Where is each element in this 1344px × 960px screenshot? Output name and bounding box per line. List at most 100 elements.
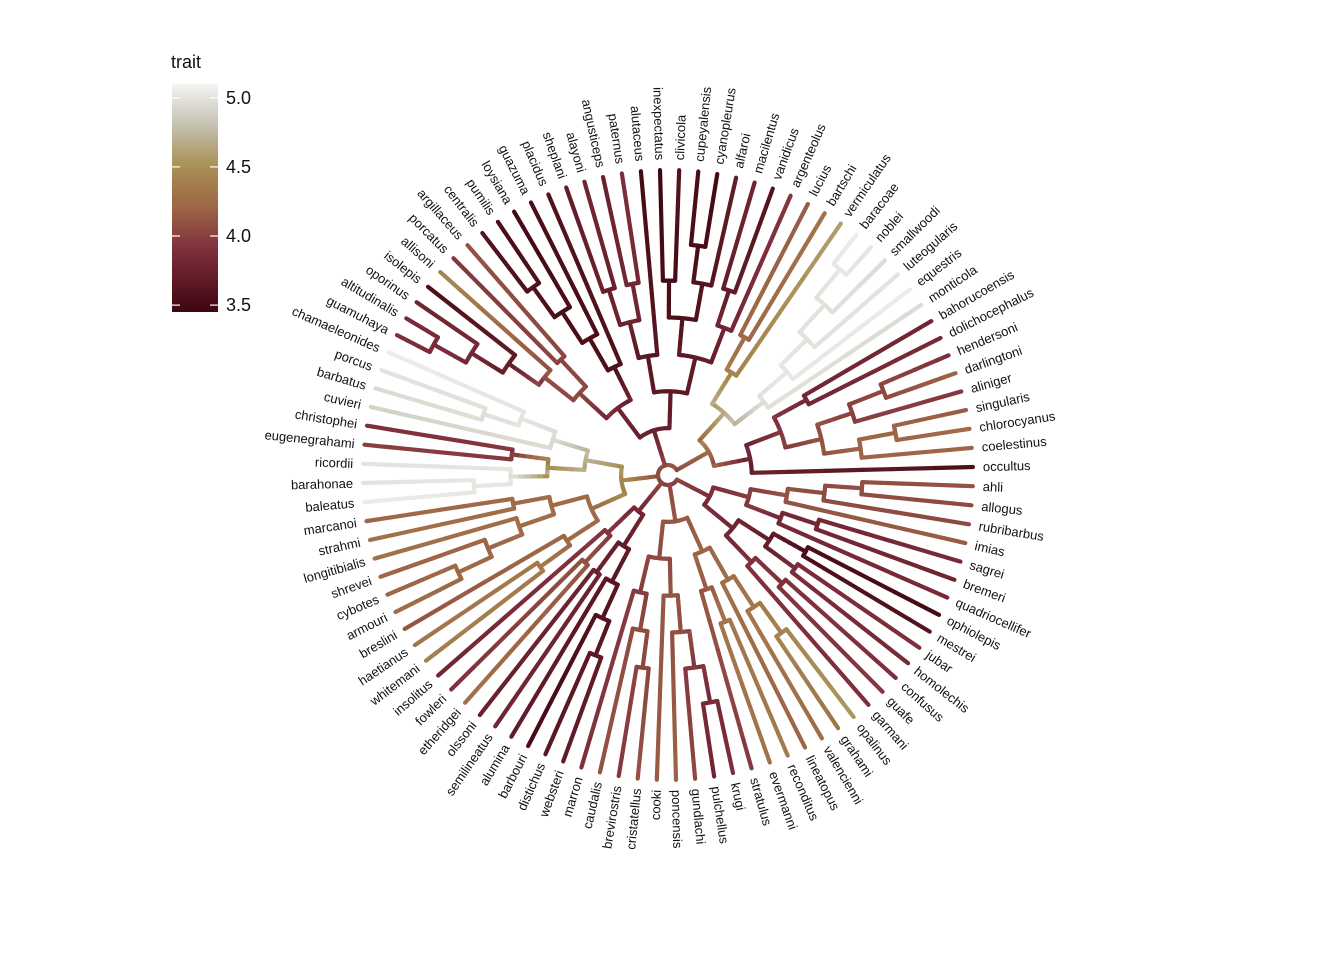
tip-branch bbox=[434, 464, 464, 470]
tip-branch bbox=[510, 673, 533, 704]
tip-branch bbox=[466, 399, 488, 411]
tip-branch bbox=[515, 640, 539, 669]
internal-branch bbox=[587, 336, 595, 346]
tip-branch bbox=[894, 346, 921, 363]
tip-branch bbox=[809, 585, 833, 605]
tip-branch bbox=[849, 317, 874, 337]
tip-branch bbox=[812, 333, 831, 350]
tip-branch bbox=[461, 500, 491, 509]
tip-branch bbox=[803, 246, 826, 277]
tip-branch bbox=[713, 247, 722, 270]
internal-branch bbox=[775, 577, 785, 586]
tip-branch bbox=[496, 664, 520, 693]
tip-branch bbox=[766, 388, 796, 410]
tip-branch bbox=[864, 591, 890, 609]
tip-branch bbox=[597, 232, 607, 255]
tip-label-allogus: allogus bbox=[981, 499, 1024, 518]
internal-branch bbox=[818, 302, 827, 312]
tip-branch bbox=[816, 517, 845, 529]
internal-branch bbox=[577, 391, 586, 400]
internal-branch bbox=[636, 504, 645, 514]
tip-branch bbox=[409, 360, 436, 375]
tip-branch bbox=[567, 724, 578, 747]
tip-branch bbox=[364, 423, 394, 432]
tip-branch bbox=[444, 407, 467, 417]
tip-branch bbox=[955, 426, 972, 433]
tip-branch bbox=[789, 570, 814, 590]
tip-branch bbox=[556, 629, 577, 660]
tip-branch bbox=[869, 506, 899, 515]
tip-branch bbox=[588, 706, 601, 741]
internal-branch bbox=[725, 522, 735, 531]
internal-branch bbox=[615, 405, 624, 416]
tip-label-gundlachi: gundlachi bbox=[689, 788, 709, 845]
tip-branch bbox=[670, 654, 676, 684]
tip-branch bbox=[726, 644, 740, 672]
tip-label-imias: imias bbox=[973, 538, 1006, 560]
internal-branch bbox=[672, 513, 678, 524]
tip-branch bbox=[480, 230, 492, 245]
tip-label-pulchellus: pulchellus bbox=[708, 785, 732, 845]
tip-branch bbox=[503, 308, 525, 331]
tip-branch bbox=[622, 189, 630, 213]
tip-branch bbox=[616, 755, 624, 779]
tip-branch bbox=[435, 449, 465, 457]
tip-branch bbox=[742, 198, 752, 221]
internal-branch bbox=[701, 449, 711, 458]
tip-branch bbox=[658, 654, 664, 690]
tip-branch bbox=[729, 175, 739, 198]
tip-branch bbox=[410, 463, 440, 469]
tip-branch bbox=[362, 442, 392, 450]
tip-branch bbox=[423, 643, 448, 663]
tip-branch bbox=[483, 654, 509, 682]
tip-branch bbox=[836, 589, 861, 609]
tip-branch bbox=[429, 595, 460, 616]
tip-branch bbox=[368, 404, 403, 416]
tip-branch bbox=[565, 684, 578, 706]
tip-branch bbox=[492, 622, 519, 649]
tip-label-alutaceus: alutaceus bbox=[628, 105, 648, 162]
tip-branch bbox=[751, 322, 774, 353]
internal-branch bbox=[787, 562, 798, 571]
tip-label-caudalis: caudalis bbox=[580, 780, 605, 830]
tip-branch bbox=[572, 667, 585, 689]
internal-branch bbox=[875, 388, 886, 396]
tip-branch bbox=[786, 272, 809, 302]
tip-branch bbox=[518, 439, 553, 451]
tip-branch bbox=[840, 308, 859, 326]
tip-label-inexpectatus: inexpectatus bbox=[650, 87, 667, 161]
tip-branch bbox=[573, 707, 585, 729]
tip-branch bbox=[828, 637, 851, 659]
tip-branch bbox=[854, 296, 873, 313]
tip-branch bbox=[856, 603, 881, 623]
tip-branch bbox=[454, 307, 474, 324]
tip-branch bbox=[811, 619, 833, 642]
internal-branch bbox=[887, 430, 898, 437]
tip-branch bbox=[508, 549, 540, 569]
tip-branch bbox=[933, 482, 957, 488]
tip-branch bbox=[801, 594, 825, 615]
tip-branch bbox=[805, 633, 831, 661]
internal-branch bbox=[485, 544, 496, 551]
tip-branch bbox=[673, 753, 679, 782]
tip-branch bbox=[413, 431, 442, 440]
tip-branch bbox=[727, 617, 742, 645]
tip-branch bbox=[391, 391, 414, 401]
internal-branch bbox=[739, 335, 747, 345]
tip-branch bbox=[671, 704, 677, 733]
tip-branch bbox=[564, 185, 575, 207]
internal-branch bbox=[582, 555, 592, 565]
tip-branch bbox=[465, 243, 486, 266]
tip-branch bbox=[783, 577, 807, 599]
tip-branch bbox=[544, 585, 570, 614]
tip-branch bbox=[548, 678, 565, 705]
tip-branch bbox=[721, 268, 731, 291]
tip-branch bbox=[806, 656, 823, 676]
tip-branch bbox=[896, 450, 919, 457]
tip-branch bbox=[688, 721, 694, 745]
internal-branch bbox=[809, 520, 820, 527]
tip-branch bbox=[675, 186, 681, 210]
colorbar-tick-label: 4.5 bbox=[226, 157, 251, 177]
internal-branch bbox=[720, 613, 728, 624]
tip-branch bbox=[738, 311, 754, 338]
